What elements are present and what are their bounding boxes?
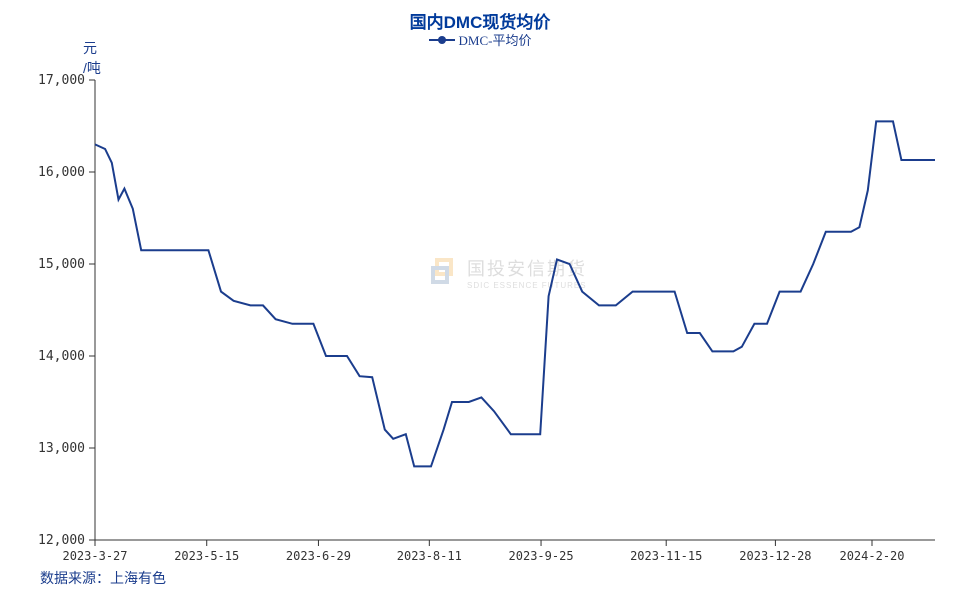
svg-text:13,000: 13,000	[38, 441, 85, 456]
svg-text:15,000: 15,000	[38, 257, 85, 272]
svg-text:2023-12-28: 2023-12-28	[739, 549, 811, 563]
svg-text:2023-5-15: 2023-5-15	[174, 549, 239, 563]
svg-text:17,000: 17,000	[38, 73, 85, 88]
svg-text:14,000: 14,000	[38, 349, 85, 364]
svg-text:16,000: 16,000	[38, 165, 85, 180]
svg-text:2023-8-11: 2023-8-11	[397, 549, 462, 563]
svg-text:2023-9-25: 2023-9-25	[509, 549, 574, 563]
chart-plot-area: 12,000 13,000 14,000 15,000 16,000 17,000 2023…	[0, 0, 960, 600]
svg-text:2023-3-27: 2023-3-27	[62, 549, 127, 563]
svg-text:2024-2-20: 2024-2-20	[839, 549, 904, 563]
data-source-footer: 数据来源：上海有色	[40, 568, 166, 588]
series-dmc-avg-price	[95, 121, 935, 466]
svg-text:2023-11-15: 2023-11-15	[630, 549, 702, 563]
svg-text:12,000: 12,000	[38, 533, 85, 548]
svg-text:2023-6-29: 2023-6-29	[286, 549, 351, 563]
